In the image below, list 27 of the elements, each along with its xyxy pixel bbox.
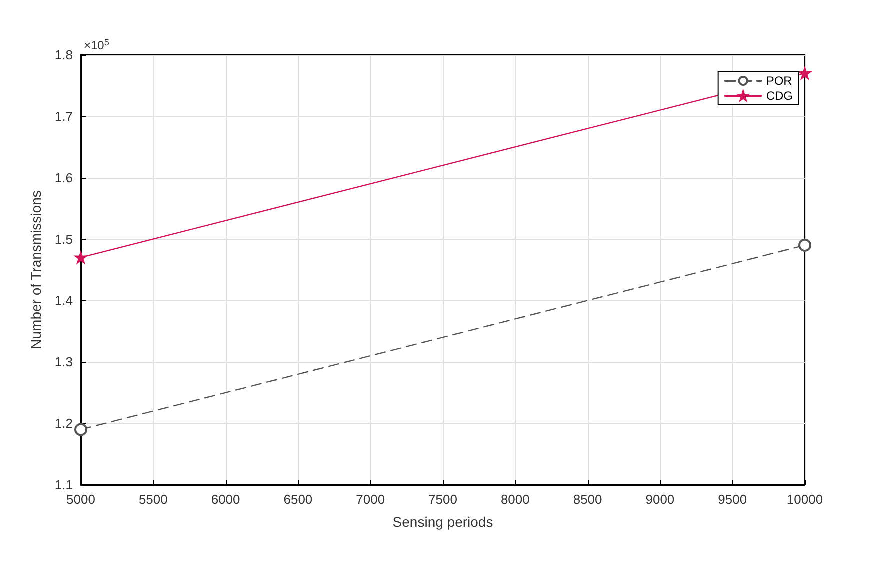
x-tick-label: 6000	[211, 492, 240, 507]
x-tick-label: 6500	[284, 492, 313, 507]
y-tick-label: 1.2	[54, 416, 73, 432]
y-tick-label: 1.8	[54, 48, 73, 62]
y-tick-label: 1.1	[54, 478, 73, 492]
x-tick-label: 5500	[138, 492, 168, 507]
legend-label: CDG	[766, 89, 794, 103]
x-tick-label: 8000	[500, 492, 530, 507]
x-tick-label: 10000	[786, 492, 824, 507]
point	[798, 238, 812, 252]
x-tick-label: 7500	[428, 492, 458, 507]
x-tick-label: 5000	[66, 492, 96, 507]
y-tick-label: 1.6	[54, 170, 73, 186]
x-tick-label: 9000	[646, 492, 675, 507]
point	[74, 423, 88, 436]
point	[74, 252, 88, 264]
y-tick-label: 1.5	[54, 232, 73, 247]
y-tick-label: 1.3	[54, 354, 73, 370]
legend-label: POR	[766, 74, 793, 88]
y-tick-label: 1.4	[54, 293, 73, 308]
point	[798, 67, 812, 80]
y-axis-title: Number of Transmissions	[28, 190, 44, 350]
y-tick-label: 1.7	[54, 108, 73, 124]
x-tick-label: 8500	[573, 492, 602, 507]
x-axis-title: Sensing periods	[392, 514, 494, 530]
x-tick-label: 7000	[356, 492, 386, 507]
x-tick-label: 9500	[718, 492, 748, 507]
